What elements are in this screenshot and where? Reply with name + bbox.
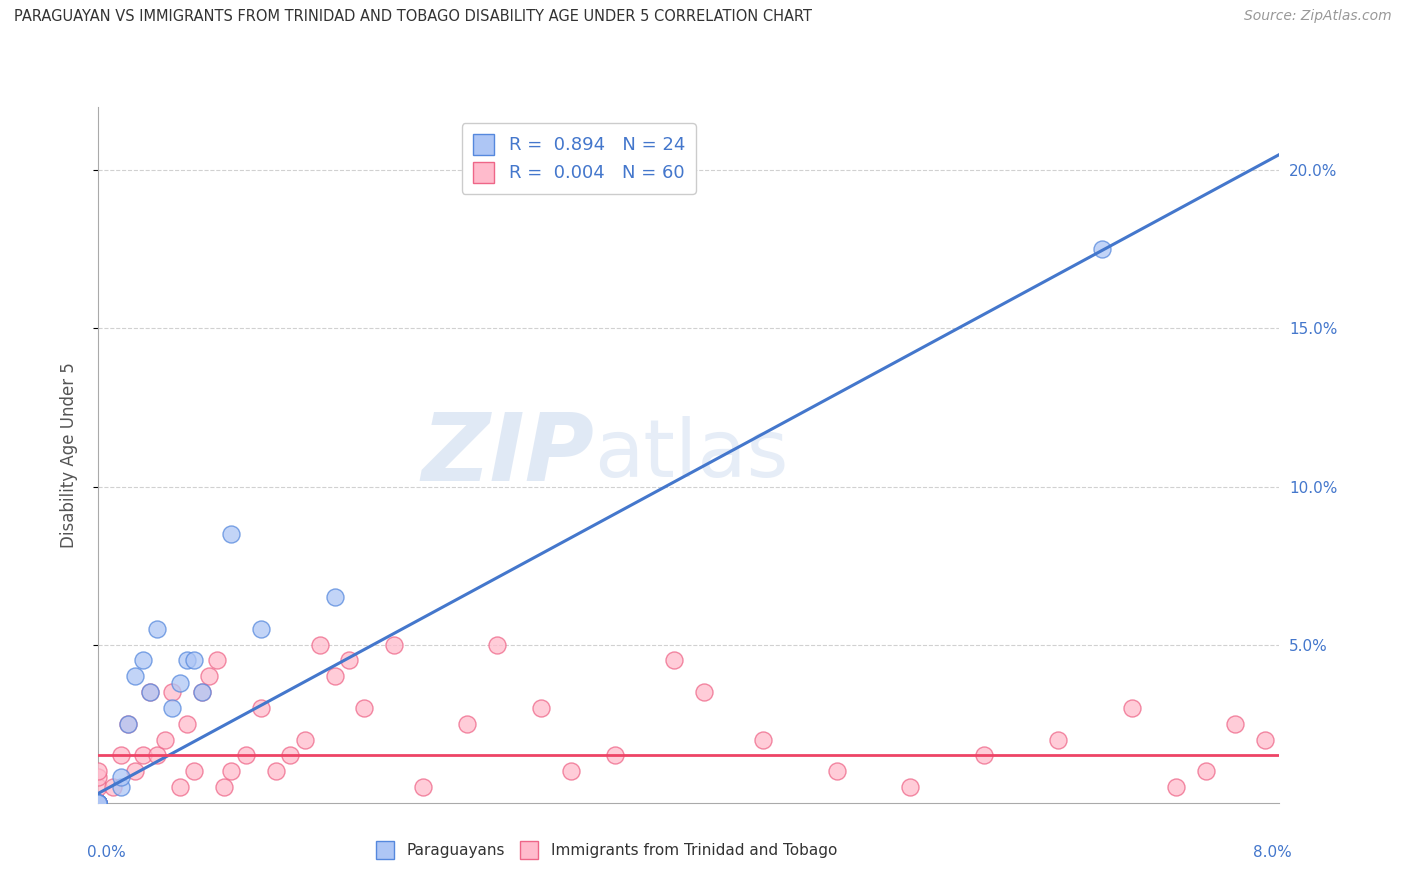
Point — [337, 653, 360, 667]
Point — [560, 764, 582, 779]
Point — [205, 653, 228, 667]
Point — [1223, 716, 1246, 731]
Point — [87, 796, 110, 810]
Point — [692, 685, 714, 699]
Point — [973, 748, 995, 763]
Point — [110, 771, 132, 785]
Point — [212, 780, 235, 794]
Point — [323, 669, 346, 683]
Text: Source: ZipAtlas.com: Source: ZipAtlas.com — [1244, 9, 1392, 23]
Point — [250, 701, 273, 715]
Point — [176, 716, 198, 731]
Point — [169, 675, 191, 690]
Point — [87, 796, 110, 810]
Text: 8.0%: 8.0% — [1253, 845, 1291, 860]
Point — [353, 701, 375, 715]
Point — [605, 748, 627, 763]
Point — [153, 732, 176, 747]
Point — [264, 764, 287, 779]
Point — [162, 685, 183, 699]
Point — [198, 669, 221, 683]
Y-axis label: Disability Age Under 5: Disability Age Under 5 — [59, 362, 77, 548]
Point — [456, 716, 478, 731]
Point — [87, 796, 110, 810]
Point — [412, 780, 434, 794]
Point — [183, 764, 205, 779]
Point — [87, 796, 110, 810]
Point — [664, 653, 686, 667]
Point — [87, 796, 110, 810]
Point — [1046, 732, 1069, 747]
Point — [139, 685, 162, 699]
Point — [1254, 732, 1277, 747]
Point — [235, 748, 257, 763]
Point — [132, 748, 155, 763]
Point — [219, 527, 242, 541]
Point — [87, 796, 110, 810]
Point — [87, 796, 110, 810]
Point — [191, 685, 214, 699]
Point — [308, 638, 332, 652]
Text: ZIP: ZIP — [422, 409, 595, 501]
Point — [110, 748, 132, 763]
Legend: Paraguayans, Immigrants from Trinidad and Tobago: Paraguayans, Immigrants from Trinidad an… — [370, 835, 844, 864]
Point — [87, 796, 110, 810]
Point — [1194, 764, 1216, 779]
Point — [323, 591, 346, 605]
Point — [1091, 243, 1114, 257]
Point — [87, 796, 110, 810]
Point — [294, 732, 316, 747]
Point — [191, 685, 214, 699]
Point — [87, 796, 110, 810]
Point — [825, 764, 848, 779]
Point — [751, 732, 773, 747]
Text: atlas: atlas — [595, 416, 789, 494]
Point — [900, 780, 922, 794]
Point — [139, 685, 162, 699]
Point — [87, 796, 110, 810]
Point — [117, 716, 139, 731]
Point — [146, 622, 169, 636]
Point — [124, 764, 146, 779]
Point — [1121, 701, 1143, 715]
Point — [117, 716, 139, 731]
Point — [530, 701, 553, 715]
Point — [87, 771, 110, 785]
Point — [87, 796, 110, 810]
Point — [87, 796, 110, 810]
Point — [132, 653, 155, 667]
Point — [110, 780, 132, 794]
Point — [176, 653, 198, 667]
Point — [87, 796, 110, 810]
Text: 0.0%: 0.0% — [87, 845, 125, 860]
Point — [87, 796, 110, 810]
Point — [250, 622, 273, 636]
Point — [183, 653, 205, 667]
Point — [278, 748, 302, 763]
Point — [87, 796, 110, 810]
Text: PARAGUAYAN VS IMMIGRANTS FROM TRINIDAD AND TOBAGO DISABILITY AGE UNDER 5 CORRELA: PARAGUAYAN VS IMMIGRANTS FROM TRINIDAD A… — [14, 9, 813, 24]
Point — [486, 638, 509, 652]
Point — [87, 764, 110, 779]
Point — [169, 780, 191, 794]
Point — [87, 796, 110, 810]
Point — [219, 764, 242, 779]
Point — [162, 701, 183, 715]
Point — [87, 796, 110, 810]
Point — [382, 638, 405, 652]
Point — [87, 796, 110, 810]
Point — [87, 780, 110, 794]
Point — [87, 796, 110, 810]
Point — [1164, 780, 1187, 794]
Point — [124, 669, 146, 683]
Point — [146, 748, 169, 763]
Point — [103, 780, 125, 794]
